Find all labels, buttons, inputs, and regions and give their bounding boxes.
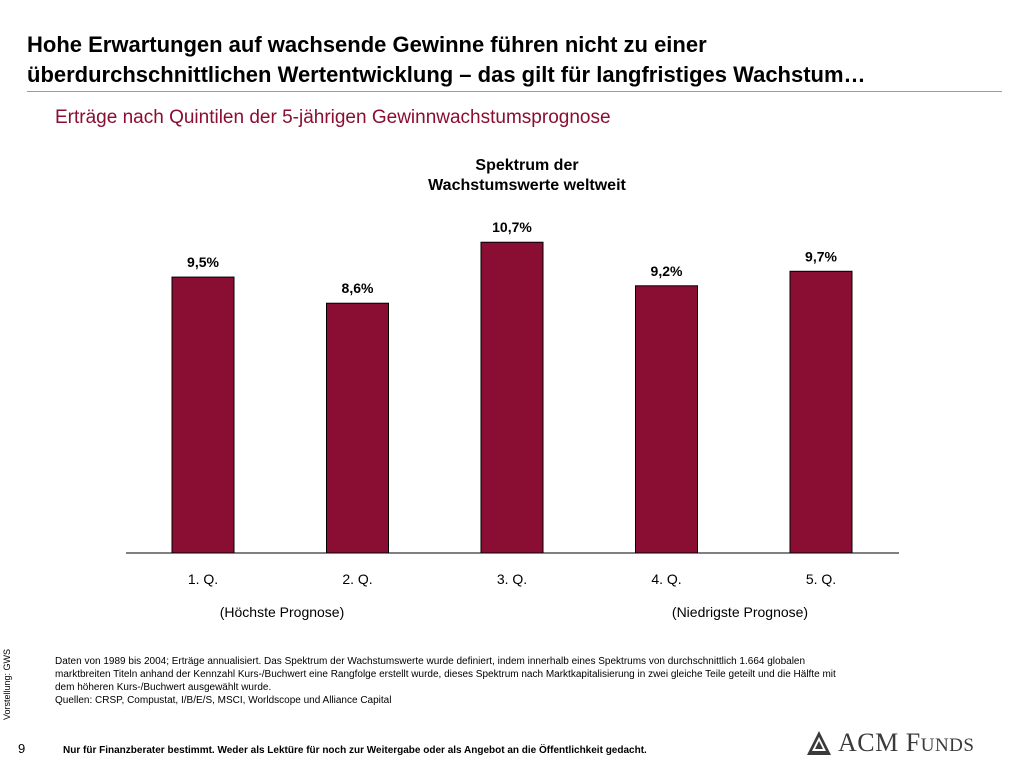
bar-3 [480,241,544,554]
slide-title: Hohe Erwartungen auf wachsende Gewinne f… [27,30,1002,90]
category-label-group: 1. Q. 2. Q. 3. Q. 4. Q. 5. Q. [188,571,836,587]
chart-title-line-1: Spektrum der [475,157,579,174]
disclaimer: Nur für Finanzberater bestimmt. Weder al… [63,745,647,756]
acm-mountain-logo-icon [807,731,831,755]
acm-funds-logo: ACM FUNDS [806,728,974,758]
page-number: 9 [18,741,26,756]
bar-1 [171,276,235,554]
bar-4 [635,285,698,554]
chart-title: Spektrum der Wachstumswerte weltweit [352,156,702,196]
value-label-5: 9,7% [805,248,837,264]
value-label-2: 8,6% [342,280,374,296]
logo-word-funds-initial: F [905,728,921,757]
logo-wordmark: ACM FUNDS [838,728,974,758]
slide-title-line-1: Hohe Erwartungen auf wachsende Gewinne f… [27,32,707,57]
category-label-2: 2. Q. [342,571,372,587]
bar-2 [326,302,389,554]
logo-word-funds-rest: UNDS [920,735,975,756]
bar-group [171,241,853,554]
category-label-3: 3. Q. [497,571,527,587]
footnote-line-1: Daten von 1989 bis 2004; Erträge annuali… [55,656,806,667]
group-label-highest: (Höchste Prognose) [219,604,345,620]
value-label-1: 9,5% [187,254,219,270]
value-label-4: 9,2% [651,263,683,279]
slide-subtitle: Erträge nach Quintilen der 5-jährigen Ge… [55,107,611,128]
value-label-3: 10,7% [492,219,532,235]
logo-word-acm: ACM [838,728,899,757]
group-label-lowest: (Niedrigste Prognose) [671,604,809,620]
category-label-4: 4. Q. [651,571,681,587]
category-label-1: 1. Q. [188,571,218,587]
category-label-5: 5. Q. [806,571,836,587]
footnote-line-2: marktbreiten Titeln anhand der Kennzahl … [55,669,836,680]
slide-title-line-2: überdurchschnittlichen Wertentwicklung –… [27,62,866,87]
footnote-sources: Quellen: CRSP, Compustat, I/B/E/S, MSCI,… [55,695,392,706]
footnote-line-3: dem höheren Kurs-/Buchwert ausgewählt wu… [55,682,272,693]
chart-title-line-2: Wachstumswerte weltweit [428,177,626,194]
footnote: Daten von 1989 bis 2004; Erträge annuali… [55,655,965,707]
value-label-group: 9,5% 8,6% 10,7% 9,2% 9,7% [187,219,837,296]
bar-5 [789,270,853,554]
title-divider [27,91,1002,92]
side-note: Vorstellung: GWS [2,648,12,720]
bar-chart: 9,5% 8,6% 10,7% 9,2% 9,7% 1. Q. 2. Q. 3. Q. 4. … [126,219,899,587]
